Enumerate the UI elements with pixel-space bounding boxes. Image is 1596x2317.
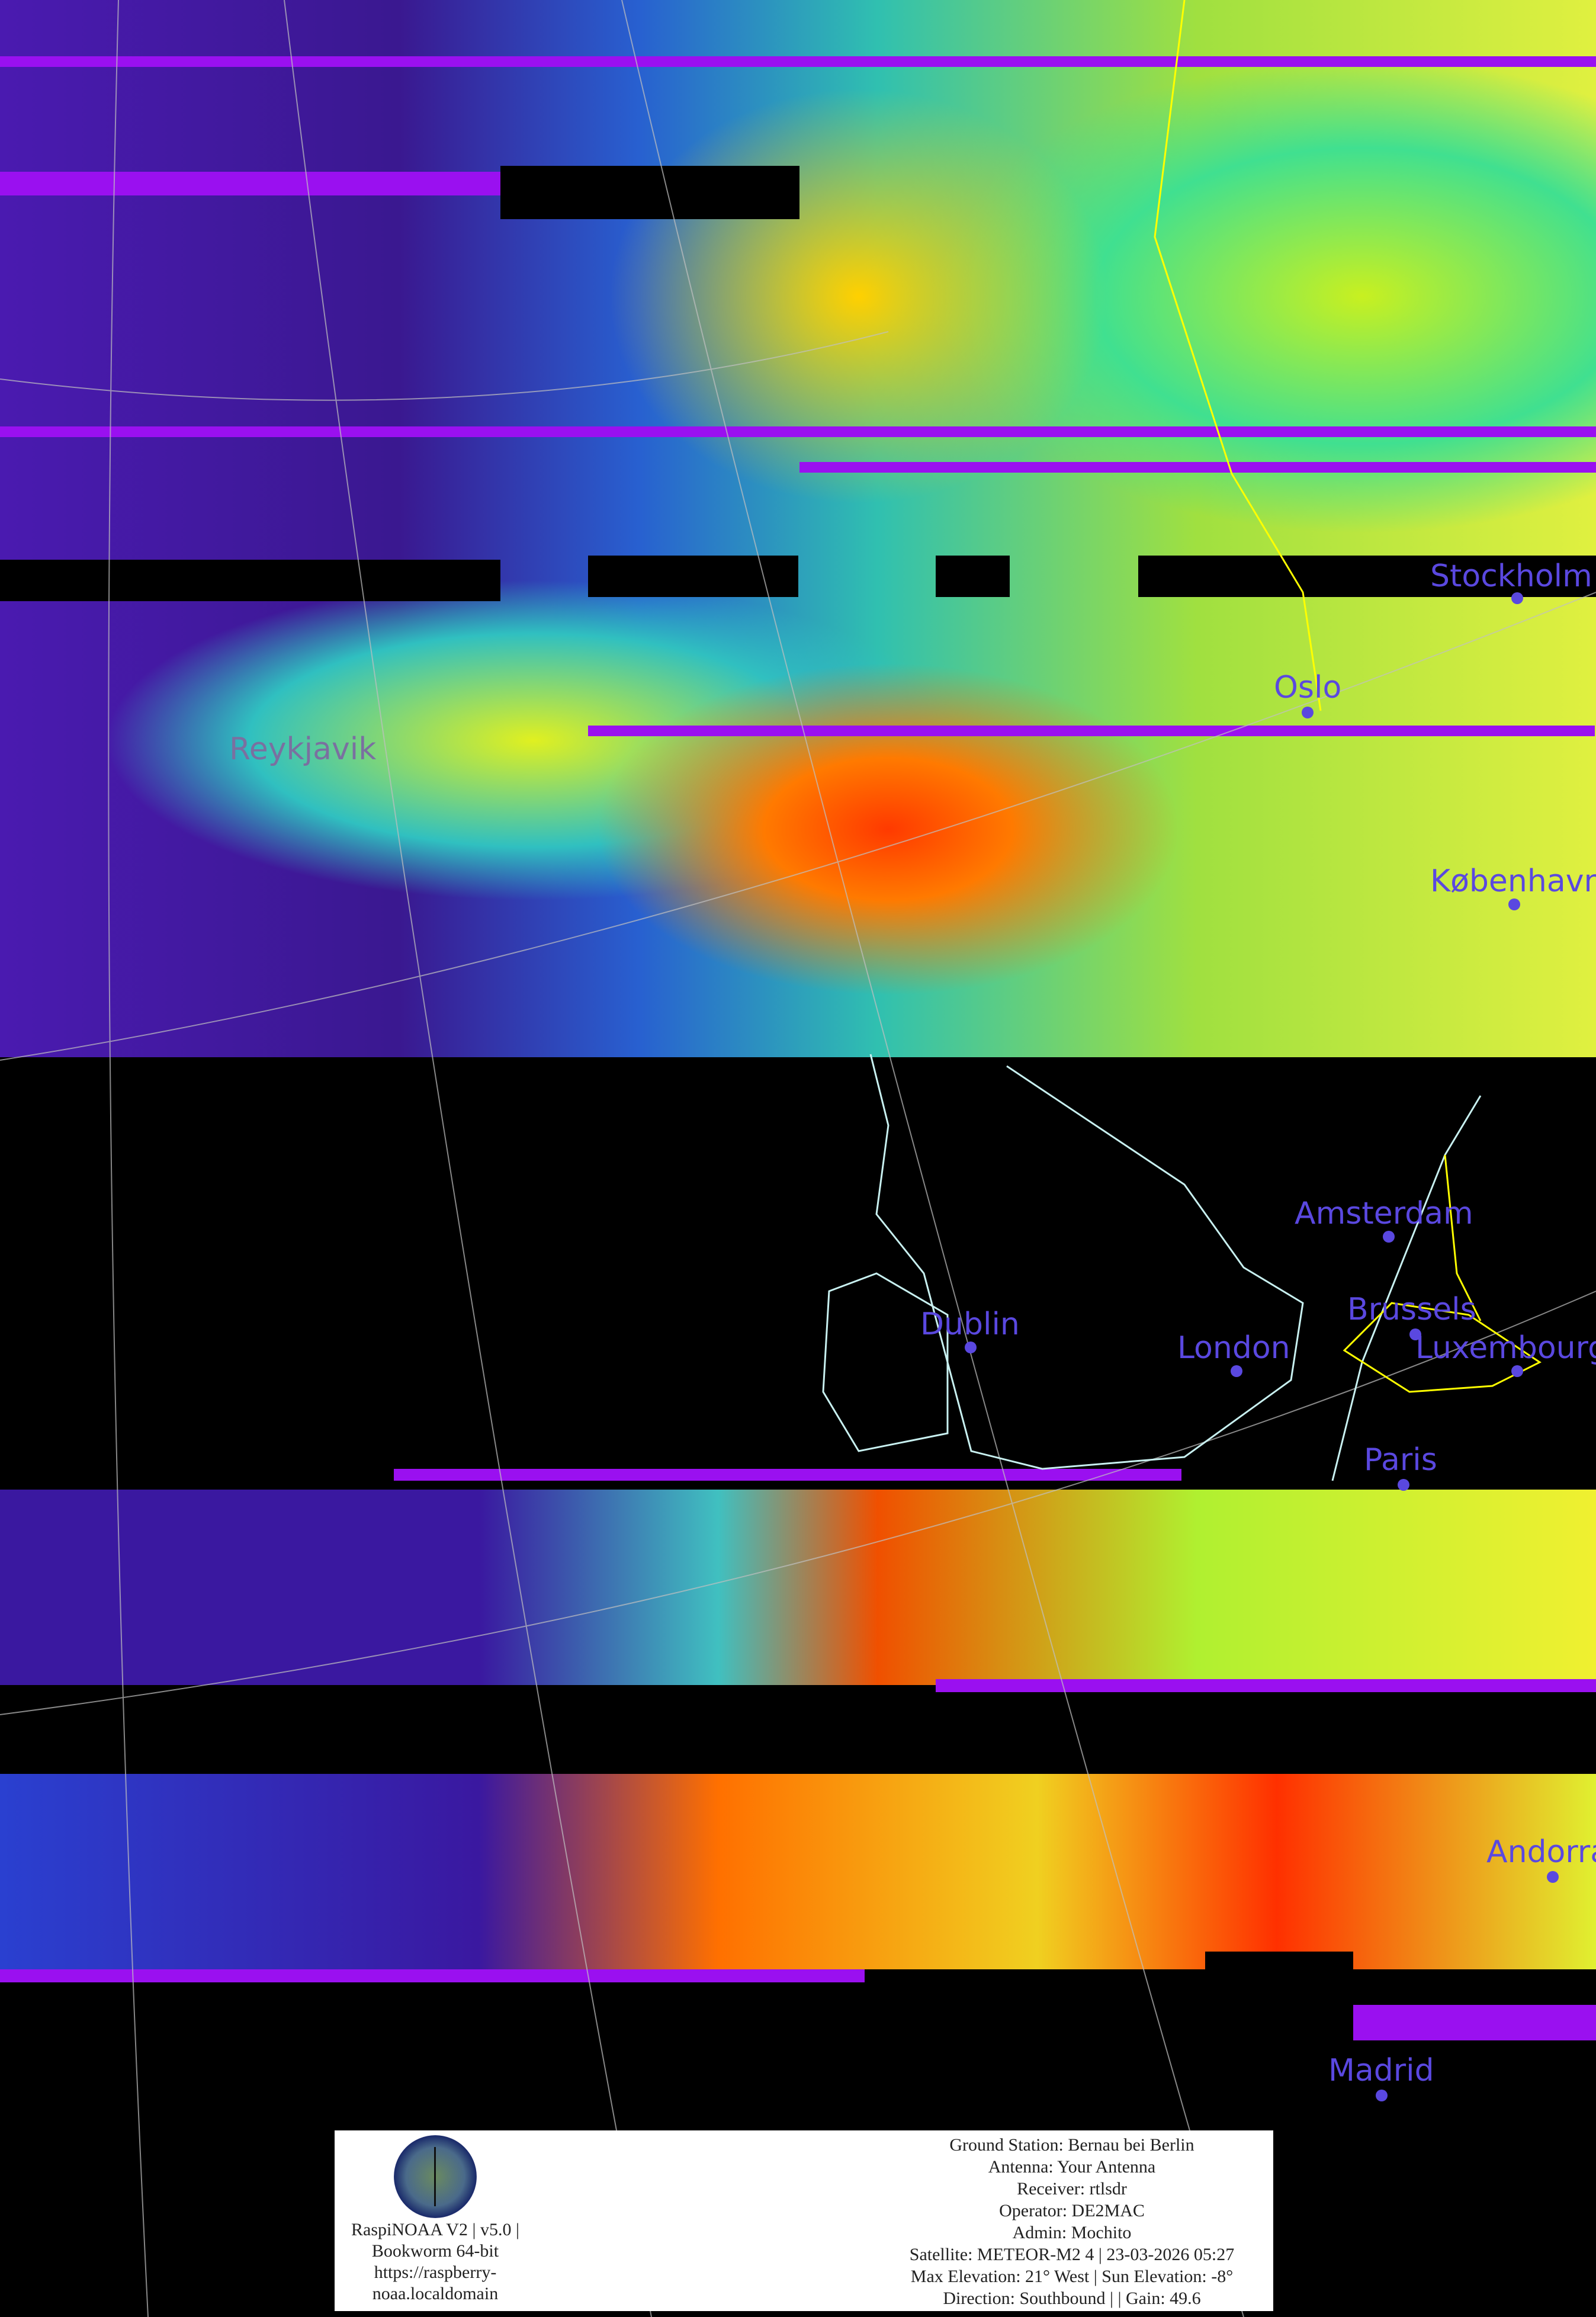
logo-antenna-mark xyxy=(434,2147,436,2206)
coastline-ireland xyxy=(822,1272,949,1452)
parallel-line xyxy=(0,1291,1596,1715)
imagery-band-middle xyxy=(0,1490,1596,1685)
city-marker xyxy=(1302,707,1314,718)
receiver: Receiver: rtlsdr xyxy=(1017,2179,1127,2199)
admin: Admin: Mochito xyxy=(1012,2223,1132,2242)
city-label-paris: Paris xyxy=(1364,1442,1437,1478)
host-url-line-1: https://raspberry- xyxy=(374,2263,497,2282)
signal-dropout-block xyxy=(0,560,500,601)
host-url-line-2: noaa.localdomain xyxy=(372,2284,499,2303)
signal-dropout-stripe xyxy=(936,1679,1596,1692)
signal-dropout-stripe xyxy=(0,426,1596,437)
city-label-luxembourg: Luxembourg xyxy=(1415,1330,1596,1366)
coastline-continent xyxy=(1331,1095,1482,1481)
coastline-britain xyxy=(869,1054,1304,1470)
border-benelux xyxy=(1343,1302,1542,1393)
direction-gain: Direction: Southbound | | Gain: 49.6 xyxy=(943,2289,1201,2308)
meridian-line xyxy=(108,0,149,2317)
signal-dropout-stripe xyxy=(1353,2005,1596,2040)
city-label-amsterdam: Amsterdam xyxy=(1295,1196,1473,1231)
os-version: Bookworm 64-bit xyxy=(371,2241,499,2261)
satellite-pass: Satellite: METEOR-M2 4 | 23-03-2026 05:2… xyxy=(909,2245,1235,2264)
signal-dropout-block xyxy=(500,166,799,219)
city-label-dublin: Dublin xyxy=(920,1307,1020,1342)
ground-station: Ground Station: Bernau bei Berlin xyxy=(949,2135,1194,2155)
city-marker xyxy=(965,1342,977,1353)
imagery-band-south xyxy=(0,1774,1596,1969)
signal-dropout-block xyxy=(936,556,1010,597)
city-marker xyxy=(1547,1871,1559,1883)
signal-dropout-stripe xyxy=(799,462,1596,473)
signal-dropout-stripe xyxy=(588,726,1595,736)
operator: Operator: DE2MAC xyxy=(999,2201,1145,2220)
raspinoaa-logo xyxy=(394,2135,477,2218)
city-marker xyxy=(1383,1231,1395,1243)
software-version: RaspiNOAA V2 | v5.0 | xyxy=(351,2220,519,2239)
city-marker xyxy=(1398,1479,1409,1491)
city-marker xyxy=(1508,898,1520,910)
city-label-stockholm: Stockholm xyxy=(1430,559,1592,594)
signal-dropout-stripe xyxy=(0,172,503,195)
city-marker xyxy=(1511,592,1523,604)
city-marker xyxy=(1231,1365,1242,1377)
signal-dropout-block xyxy=(1205,1952,1353,1993)
signal-dropout-stripe xyxy=(0,56,1596,67)
city-marker xyxy=(1511,1365,1523,1377)
city-label-reykjavik: Reykjavik xyxy=(229,731,377,767)
city-label-brussels: Brussels xyxy=(1347,1292,1476,1327)
meridian-line xyxy=(621,0,1244,2317)
border-norway-sweden xyxy=(1154,0,1322,711)
city-label-london: London xyxy=(1177,1330,1290,1366)
city-label-oslo: Oslo xyxy=(1274,670,1342,705)
pass-info: Ground Station: Bernau bei Berlin Antenn… xyxy=(871,2134,1273,2309)
meridian-line xyxy=(284,0,652,2317)
antenna: Antenna: Your Antenna xyxy=(988,2157,1156,2177)
city-label-andorra: Andorra xyxy=(1486,1834,1596,1870)
city-label-kobenhavn: København xyxy=(1430,864,1596,899)
elevation-info: Max Elevation: 21° West | Sun Elevation:… xyxy=(910,2267,1234,2286)
parallel-line xyxy=(0,592,1596,1061)
parallel-line xyxy=(0,331,889,401)
border-netherlands-germany xyxy=(1444,1154,1482,1321)
signal-dropout-stripe xyxy=(0,1969,865,1982)
signal-dropout-block xyxy=(1138,556,1596,597)
info-overlay: RaspiNOAA V2 | v5.0 | Bookworm 64-bit ht… xyxy=(335,2130,1273,2311)
city-label-madrid: Madrid xyxy=(1328,2053,1434,2088)
software-info: RaspiNOAA V2 | v5.0 | Bookworm 64-bit ht… xyxy=(335,2219,536,2305)
city-marker xyxy=(1376,2090,1388,2101)
city-marker xyxy=(1409,1328,1421,1340)
signal-dropout-stripe xyxy=(394,1469,1181,1481)
